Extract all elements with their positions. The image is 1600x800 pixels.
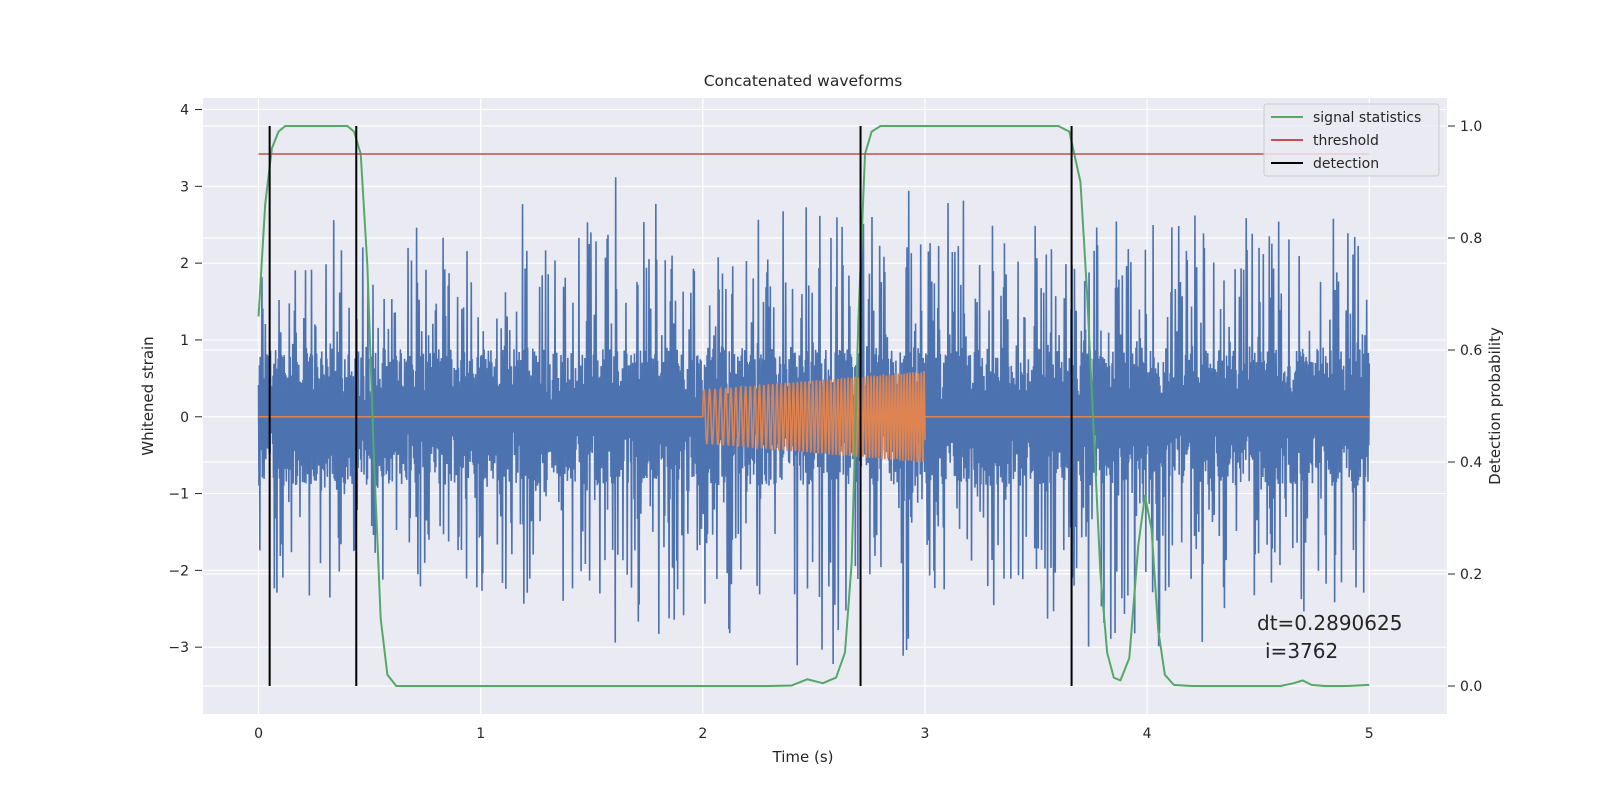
y-axis-label: Whitened strain [139, 336, 157, 455]
legend-label-detection: detection [1313, 156, 1379, 172]
y2-tick-label: 0.6 [1460, 343, 1482, 359]
y-tick-label: 0 [180, 410, 189, 426]
injection-line [258, 370, 1370, 463]
signal-statistics-series [257, 125, 1370, 687]
detection-series [268, 126, 1073, 686]
x-tick-label: 0 [254, 726, 263, 742]
legend-label-threshold: threshold [1313, 133, 1379, 149]
x-axis-label: Time (s) [772, 748, 834, 766]
x-tick-label: 2 [698, 726, 707, 742]
legend-box [1263, 103, 1440, 177]
injection-series [258, 370, 1370, 463]
x-tick-label: 4 [1143, 726, 1152, 742]
y2-tick-label: 0.8 [1460, 231, 1482, 247]
legend: signal statistics threshold detection [1263, 103, 1440, 177]
annotation-i: i=3762 [1265, 639, 1338, 663]
signal-statistics-line [257, 125, 1370, 687]
legend-label-signal: signal statistics [1313, 110, 1421, 126]
y-tick-label: −2 [168, 563, 189, 579]
x-tick-label: 3 [921, 726, 930, 742]
y-tick-label: 4 [180, 103, 189, 119]
strain-series [257, 177, 1371, 666]
annotation-dt: dt=0.2890625 [1257, 611, 1402, 635]
y2-tick-label: 0.4 [1460, 455, 1482, 471]
y2-tick-label: 0.2 [1460, 567, 1482, 583]
y-tick-label: −3 [168, 640, 189, 656]
chart-title: Concatenated waveforms [704, 72, 903, 90]
y-tick-label: 1 [180, 333, 189, 349]
y-tick-label: 3 [180, 179, 189, 195]
y-tick-label: 2 [180, 256, 189, 272]
axis-ticks: 0 1 2 3 4 5 −3 −2 −1 0 1 2 3 4 0.0 0.2 0.4 0.6 0.8 1.0 [168, 103, 1482, 742]
y2-axis-label: Detection probability [1486, 327, 1504, 485]
y2-tick-label: 0.0 [1460, 679, 1482, 695]
strain-line [257, 177, 1371, 666]
x-tick-label: 1 [476, 726, 485, 742]
x-tick-label: 5 [1365, 726, 1374, 742]
y2-tick-label: 1.0 [1460, 119, 1482, 135]
y-tick-label: −1 [168, 487, 189, 503]
